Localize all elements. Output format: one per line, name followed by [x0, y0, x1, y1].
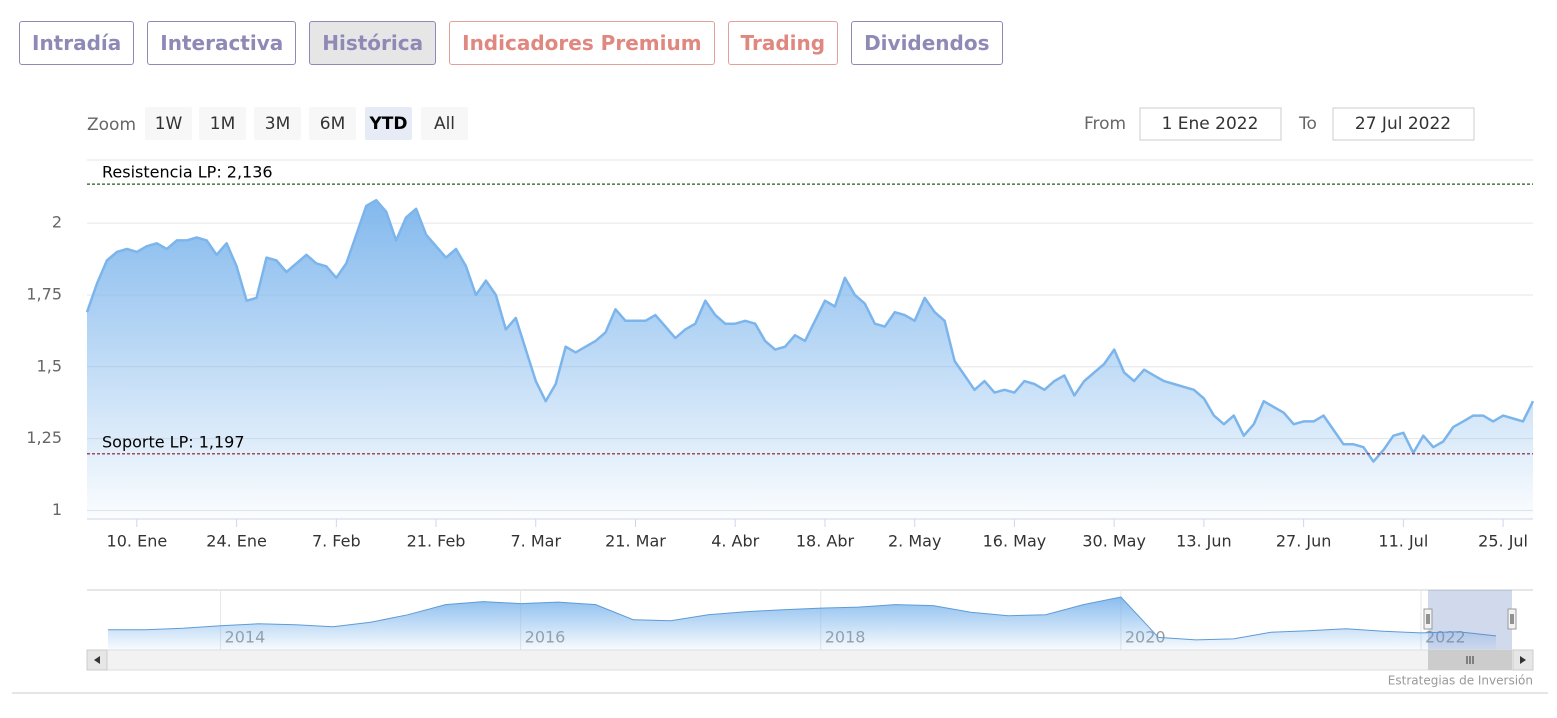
zoom-label: Zoom — [87, 115, 136, 135]
plot-line-label: Soporte LP: 1,197 — [102, 432, 245, 451]
x-tick-label: 16. May — [983, 532, 1047, 551]
navigator-area — [108, 597, 1496, 650]
x-tick-label: 7. Mar — [510, 532, 561, 551]
zoom-button[interactable] — [365, 107, 412, 140]
credits: Estrategias de Inversión — [1388, 674, 1533, 688]
tab-bar: Intradía Interactiva Histórica Indicadores … — [19, 21, 1003, 65]
tab[interactable]: Indicadores Premium — [449, 21, 715, 65]
scroll-left-arrow — [94, 656, 100, 664]
x-tick-label: 24. Ene — [206, 532, 267, 551]
x-tick-label: 13. Jun — [1176, 532, 1232, 551]
y-tick-label: 1 — [52, 500, 62, 519]
x-tick-label: 7. Feb — [312, 532, 361, 551]
tab[interactable]: Trading — [727, 21, 839, 65]
tab[interactable]: Dividendos — [851, 21, 1003, 65]
x-tick-label: 18. Abr — [796, 532, 855, 551]
x-tick-label: 25. Jul — [1478, 532, 1528, 551]
tab[interactable]: Intradía — [19, 21, 135, 65]
to-label: To — [1298, 114, 1317, 134]
zoom-button[interactable] — [421, 107, 468, 140]
from-value[interactable]: 1 Ene 2022 — [1162, 114, 1259, 134]
x-tick-label: 2. May — [888, 532, 941, 551]
x-tick-label: 30. May — [1082, 532, 1146, 551]
zoom-button[interactable] — [199, 107, 246, 140]
x-tick-label: 10. Ene — [107, 532, 168, 551]
tab[interactable]: Interactiva — [147, 21, 297, 65]
zoom-button-label[interactable]: 3M — [265, 114, 290, 134]
plot-line-label: Resistencia LP: 2,136 — [102, 163, 273, 182]
y-tick-label: 1,25 — [26, 428, 62, 447]
navigator-mask[interactable] — [1428, 590, 1512, 650]
from-input[interactable] — [1139, 107, 1282, 141]
y-tick-label: 1,5 — [37, 356, 62, 375]
scroll-right-arrow — [1520, 656, 1526, 664]
to-input[interactable] — [1332, 107, 1475, 141]
zoom-button-label[interactable]: YTD — [368, 114, 407, 134]
x-tick-label: 21. Feb — [407, 532, 466, 551]
y-tick-label: 2 — [52, 213, 62, 232]
navigator-handle[interactable] — [1423, 608, 1433, 630]
zoom-button[interactable] — [309, 107, 356, 140]
navigator-line — [108, 596, 1497, 641]
zoom-button-label[interactable]: All — [434, 114, 455, 134]
to-value[interactable]: 27 Jul 2022 — [1355, 114, 1451, 134]
scrollbar-track — [86, 649, 1534, 671]
line — [85, 198, 1535, 463]
y-tick-label: 1,75 — [26, 284, 62, 303]
x-tick-label: 21. Mar — [605, 532, 666, 551]
zoom-button[interactable] — [145, 107, 192, 140]
zoom-button[interactable] — [254, 107, 301, 140]
tab[interactable]: Histórica — [309, 21, 437, 65]
from-label: From — [1084, 114, 1126, 134]
x-tick-label: 11. Jul — [1378, 532, 1428, 551]
zoom-button-label[interactable]: 1W — [155, 114, 183, 134]
zoom-button-label[interactable]: 6M — [320, 114, 345, 134]
area — [87, 200, 1533, 519]
zoom-button-label[interactable]: 1M — [210, 114, 235, 134]
x-tick-label: 4. Abr — [711, 532, 759, 551]
navigator-handle[interactable] — [1507, 608, 1517, 630]
x-tick-label: 27. Jun — [1276, 532, 1332, 551]
